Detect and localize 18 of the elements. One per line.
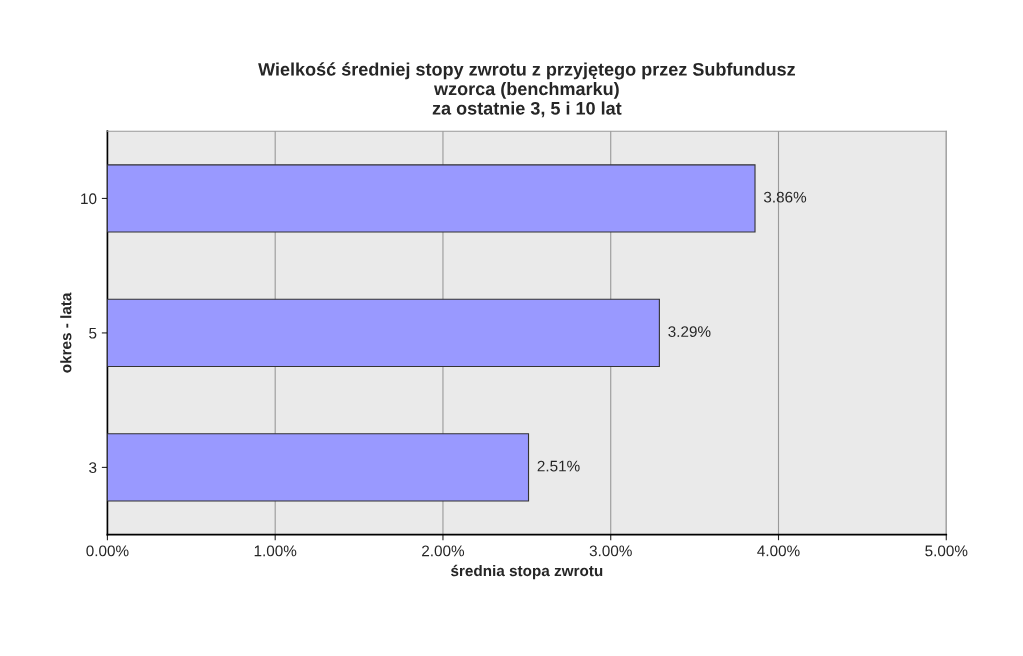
bar [107,298,660,368]
x-tick-label: 3.00% [589,545,632,557]
y-tick-label: 5 [89,327,97,339]
y-tick-label: 10 [81,193,97,205]
chart-title: Wielkość średniej stopy zwrotu z przyjętego przez Subfundusz wzorca (benchmarku) za ostatnie 3, 5 i 10 lat [258,62,795,118]
y-tick-label: 3 [89,462,97,474]
x-tick-label: 1.00% [254,545,297,557]
x-axis-title: średnia stopa zwrotu [450,564,603,580]
data-label: 3.86% [763,191,807,203]
bar [107,433,530,502]
x-tick-label: 5.00% [925,545,968,557]
bar [107,164,756,233]
data-label: 3.29% [668,326,711,338]
x-tick-label: 4.00% [757,545,800,557]
x-tick-label: 2.00% [422,545,465,557]
y-axis-title: okres - lata [60,292,72,373]
x-tick-label: 0.00% [86,545,129,557]
data-label: 2.51% [537,460,580,472]
